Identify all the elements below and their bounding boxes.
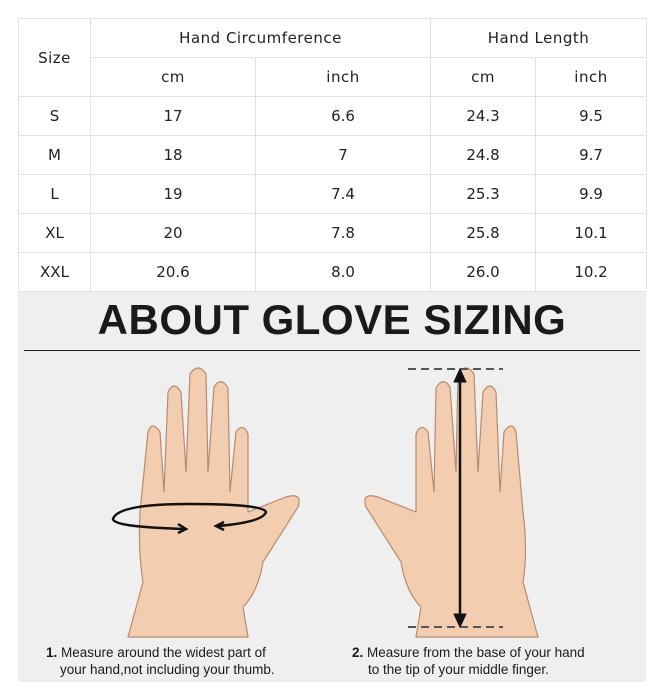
divider bbox=[24, 350, 640, 351]
circumference-arrow-icon bbox=[111, 502, 268, 535]
size-chart-table: Size Hand Circumference Hand Length cm i… bbox=[18, 18, 648, 292]
unit-header: inch bbox=[254, 57, 432, 97]
table-row: L 19 7.4 25.3 9.9 bbox=[18, 174, 648, 214]
measurement-cell: 17 bbox=[90, 96, 256, 136]
table-row: XL 20 7.8 25.8 10.1 bbox=[18, 213, 648, 253]
back-hand-icon bbox=[364, 367, 539, 638]
measurement-cell: 7 bbox=[254, 135, 432, 175]
measurement-cell: 26.0 bbox=[430, 252, 537, 292]
measurement-cell: 24.3 bbox=[430, 96, 537, 136]
size-cell: S bbox=[18, 96, 91, 136]
table-row: S 17 6.6 24.3 9.5 bbox=[18, 96, 648, 136]
guide-title: ABOUT GLOVE SIZING bbox=[97, 296, 567, 343]
hand-length-header: Hand Length bbox=[430, 18, 648, 58]
measurement-cell: 9.9 bbox=[535, 174, 648, 214]
size-cell: XXL bbox=[18, 252, 91, 292]
measurement-cell: 9.5 bbox=[535, 96, 648, 136]
size-cell: L bbox=[18, 174, 91, 214]
measurement-cell: 19 bbox=[90, 174, 256, 214]
measurement-cell: 10.2 bbox=[535, 252, 648, 292]
hand-measurement-illustration bbox=[111, 367, 539, 638]
measurement-cell: 7.8 bbox=[254, 213, 432, 253]
step-2-caption: 2. Measure from the base of your hand to… bbox=[352, 645, 585, 677]
hand-circumference-header: Hand Circumference bbox=[89, 18, 432, 58]
size-cell: M bbox=[18, 135, 91, 175]
measurement-cell: 9.7 bbox=[535, 135, 648, 175]
measurement-cell: 24.8 bbox=[430, 135, 537, 175]
table-row: XXL 20.6 8.0 26.0 10.2 bbox=[18, 252, 648, 292]
unit-header: inch bbox=[535, 57, 648, 97]
measurement-cell: 7.4 bbox=[254, 174, 432, 214]
measurement-cell: 25.3 bbox=[430, 174, 537, 214]
step-1-caption: 1. Measure around the widest part of you… bbox=[46, 645, 275, 677]
measurement-cell: 8.0 bbox=[254, 252, 432, 292]
size-cell: XL bbox=[18, 213, 91, 253]
size-header: Size bbox=[18, 18, 91, 97]
table-row: M 18 7 24.8 9.7 bbox=[18, 135, 648, 175]
measurement-cell: 20.6 bbox=[90, 252, 256, 292]
measurement-cell: 6.6 bbox=[254, 96, 432, 136]
palm-hand-icon bbox=[127, 367, 300, 638]
measurement-cell: 25.8 bbox=[430, 213, 537, 253]
measurement-cell: 18 bbox=[90, 135, 256, 175]
unit-header: cm bbox=[430, 57, 537, 97]
measurement-cell: 20 bbox=[90, 213, 256, 253]
measurement-cell: 10.1 bbox=[535, 213, 648, 253]
unit-header: cm bbox=[90, 57, 256, 97]
length-arrow-icon bbox=[408, 367, 503, 629]
glove-sizing-guide: ABOUT GLOVE SIZING 1. Measure around the… bbox=[18, 292, 646, 682]
